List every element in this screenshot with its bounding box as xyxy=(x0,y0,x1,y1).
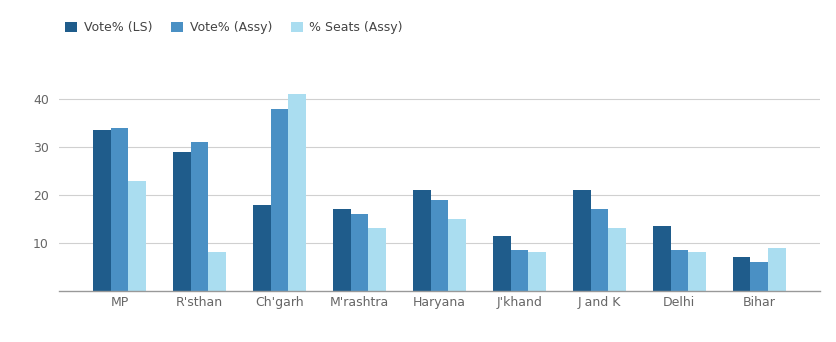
Bar xyxy=(767,248,785,291)
Bar xyxy=(368,228,385,291)
Bar xyxy=(288,94,305,291)
Bar xyxy=(750,262,767,291)
Bar xyxy=(191,142,208,291)
Bar xyxy=(430,200,448,291)
Bar xyxy=(670,250,687,291)
Bar xyxy=(128,181,145,291)
Bar xyxy=(93,130,110,291)
Bar xyxy=(732,257,750,291)
Bar xyxy=(350,214,368,291)
Bar xyxy=(573,190,590,291)
Bar xyxy=(652,226,670,291)
Bar xyxy=(590,209,608,291)
Bar xyxy=(528,252,545,291)
Bar xyxy=(492,236,510,291)
Bar xyxy=(252,205,270,291)
Bar xyxy=(208,252,226,291)
Bar xyxy=(608,228,625,291)
Bar xyxy=(510,250,528,291)
Bar xyxy=(173,152,191,291)
Legend: Vote% (LS), Vote% (Assy), % Seats (Assy): Vote% (LS), Vote% (Assy), % Seats (Assy) xyxy=(64,21,402,34)
Bar xyxy=(687,252,705,291)
Bar xyxy=(448,219,466,291)
Bar xyxy=(412,190,430,291)
Bar xyxy=(333,209,350,291)
Bar xyxy=(270,109,288,291)
Bar xyxy=(110,128,128,291)
